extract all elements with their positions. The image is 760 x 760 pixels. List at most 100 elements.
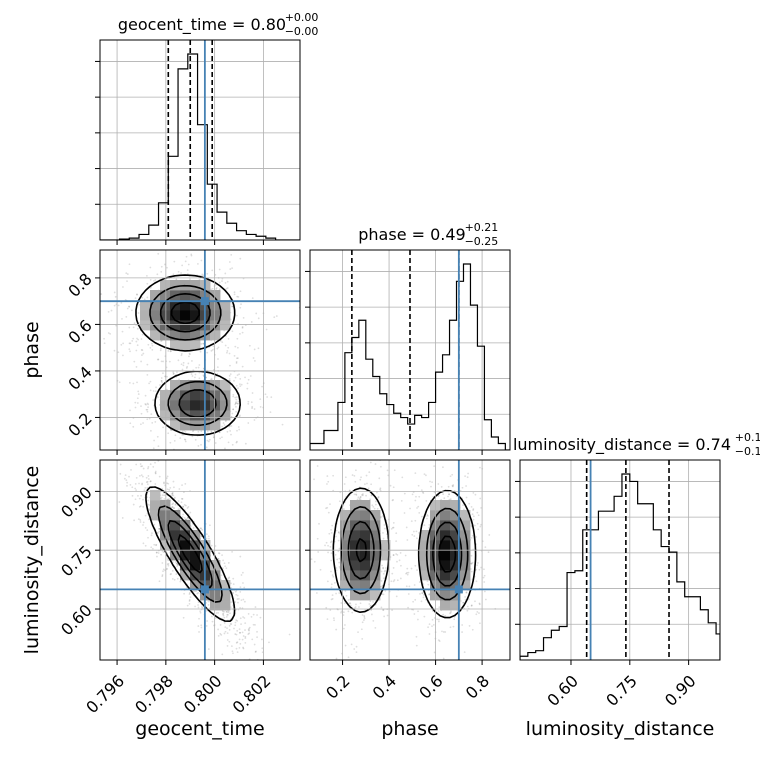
sample-point bbox=[147, 499, 150, 502]
sample-point bbox=[205, 533, 208, 536]
sample-point bbox=[153, 543, 156, 546]
sample-point bbox=[188, 352, 191, 355]
sample-point bbox=[173, 260, 176, 263]
sample-point bbox=[207, 648, 210, 650]
sample-point bbox=[178, 488, 181, 490]
sample-point bbox=[254, 651, 257, 653]
sample-point bbox=[186, 516, 189, 519]
sample-point bbox=[113, 304, 116, 307]
sample-point bbox=[266, 396, 269, 398]
sample-point bbox=[151, 532, 153, 534]
sample-point bbox=[136, 337, 138, 340]
sample-point bbox=[489, 453, 491, 455]
sample-point bbox=[462, 601, 465, 604]
density-cell bbox=[160, 530, 171, 541]
sample-point bbox=[140, 474, 143, 477]
sample-point bbox=[146, 408, 149, 411]
sample-point bbox=[212, 436, 215, 439]
sample-point bbox=[230, 623, 233, 625]
sample-point bbox=[224, 565, 227, 568]
density-cell bbox=[180, 390, 191, 401]
sample-point bbox=[470, 505, 473, 508]
sample-point bbox=[243, 617, 246, 619]
sample-point bbox=[172, 494, 175, 497]
sample-point bbox=[337, 531, 340, 533]
density-cell bbox=[180, 380, 191, 391]
sample-point bbox=[395, 553, 398, 555]
sample-point bbox=[462, 695, 464, 697]
panel-phase-vs-luminosity_distance: 0.2 0.4 0.6 0.8 bbox=[305, 453, 510, 703]
sample-point bbox=[168, 488, 171, 491]
sample-point bbox=[227, 577, 230, 580]
sample-point bbox=[364, 483, 366, 486]
sample-point bbox=[141, 465, 144, 468]
sample-point bbox=[181, 433, 184, 436]
sample-point bbox=[399, 577, 402, 580]
sample-point bbox=[238, 638, 241, 641]
sample-point bbox=[235, 441, 238, 444]
sample-point bbox=[201, 528, 204, 531]
sample-point bbox=[160, 340, 163, 343]
sample-point bbox=[146, 402, 149, 405]
sample-point bbox=[214, 283, 217, 286]
sample-point bbox=[261, 647, 264, 650]
tick-label-y: 0.8 bbox=[64, 269, 95, 300]
sample-point bbox=[134, 297, 137, 300]
sample-point bbox=[146, 374, 149, 376]
density-cell bbox=[340, 510, 351, 521]
density-cell bbox=[440, 520, 451, 531]
sample-point bbox=[315, 592, 318, 594]
tick-label-x: 0.798 bbox=[131, 671, 177, 717]
sample-point bbox=[327, 544, 329, 547]
sample-point bbox=[142, 505, 145, 508]
sample-point bbox=[392, 526, 395, 529]
sample-point bbox=[199, 610, 202, 613]
sample-point bbox=[404, 554, 407, 557]
sample-point bbox=[416, 618, 419, 621]
sample-point bbox=[232, 408, 235, 411]
sample-point bbox=[221, 280, 223, 282]
sample-point bbox=[143, 453, 145, 455]
sample-point bbox=[430, 485, 432, 488]
sample-point bbox=[235, 396, 238, 399]
sample-point bbox=[176, 565, 178, 568]
sample-point bbox=[248, 344, 251, 347]
sample-point bbox=[342, 627, 345, 630]
density-cell bbox=[150, 330, 161, 341]
tick-label-x: 0.802 bbox=[229, 671, 275, 717]
sample-point bbox=[380, 585, 382, 588]
sample-point bbox=[421, 592, 424, 594]
sample-point bbox=[329, 503, 331, 505]
sample-point bbox=[235, 647, 238, 650]
sample-point bbox=[146, 296, 149, 299]
density-cell bbox=[340, 540, 351, 551]
sample-point bbox=[470, 570, 473, 573]
sample-point bbox=[147, 406, 149, 409]
sample-point bbox=[471, 628, 474, 631]
sample-point bbox=[372, 505, 375, 508]
sample-point bbox=[355, 493, 357, 496]
sample-point bbox=[215, 287, 218, 289]
density-cell bbox=[220, 310, 231, 321]
sample-point bbox=[150, 534, 153, 537]
sample-point bbox=[239, 377, 242, 380]
sample-point bbox=[433, 491, 436, 494]
sample-point bbox=[344, 476, 347, 479]
sample-point bbox=[357, 496, 360, 499]
sample-point bbox=[380, 606, 383, 609]
sample-point bbox=[143, 489, 146, 492]
sample-point bbox=[413, 535, 416, 537]
sample-point bbox=[396, 560, 398, 563]
sample-point bbox=[371, 504, 374, 507]
sample-point bbox=[146, 410, 149, 413]
sample-point bbox=[242, 616, 244, 618]
sample-point bbox=[168, 360, 171, 363]
density-cell bbox=[420, 550, 431, 561]
sample-point bbox=[182, 616, 185, 619]
sample-point bbox=[473, 524, 476, 527]
sample-point bbox=[378, 477, 381, 480]
panel-frame bbox=[99, 249, 301, 451]
sample-point bbox=[222, 613, 224, 616]
sample-point bbox=[207, 604, 210, 606]
title-minus: −0.10 bbox=[735, 445, 760, 458]
